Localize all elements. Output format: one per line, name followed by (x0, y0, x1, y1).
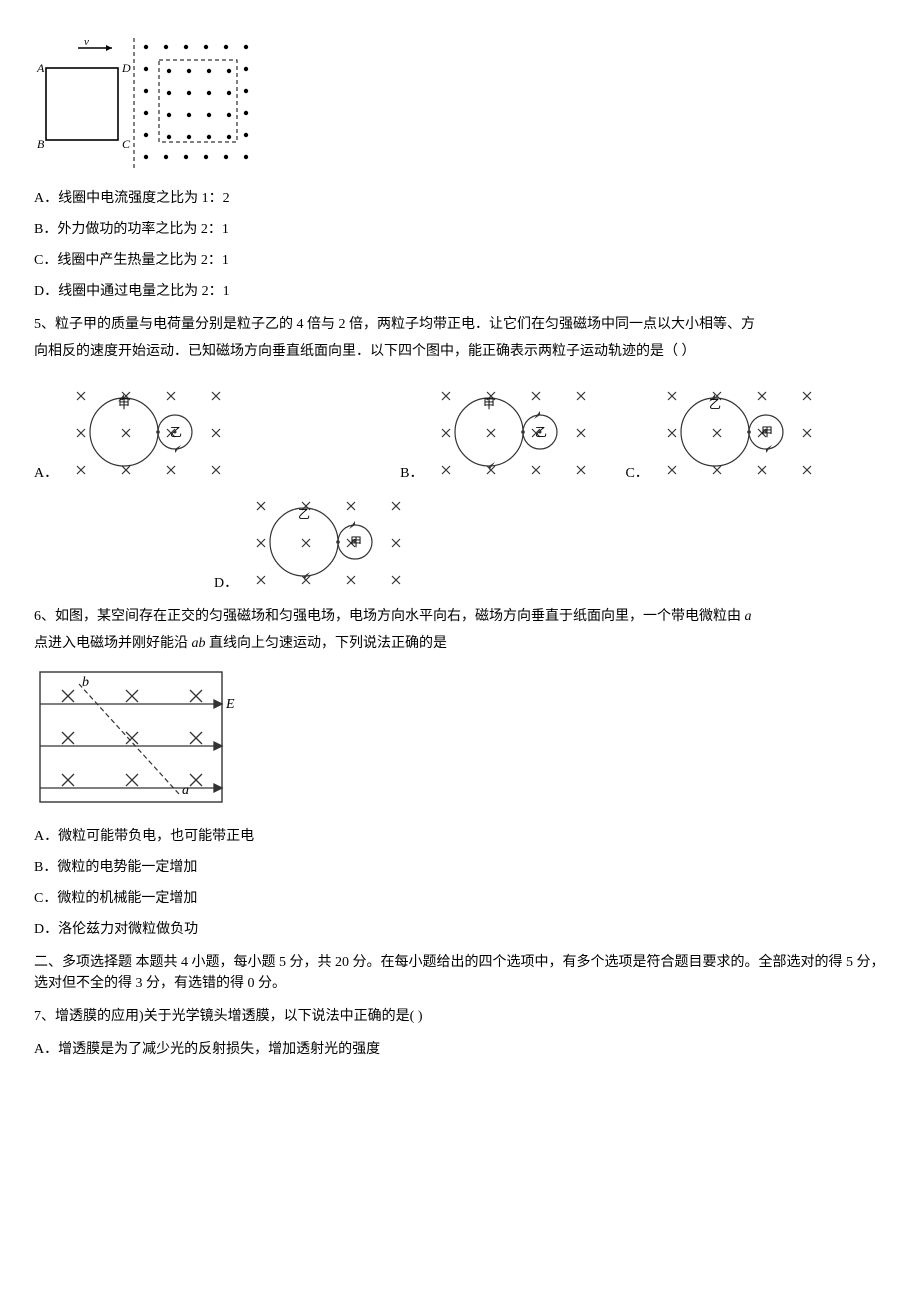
q5-fig-C: 乙 甲 (653, 374, 833, 484)
q7-option-A: A．增透膜是为了减少光的反射损失，增加透射光的强度 (34, 1039, 886, 1060)
q6-option-B: B．微粒的电势能一定增加 (34, 857, 886, 878)
svg-text:乙: 乙 (298, 507, 310, 521)
svg-text:乙: 乙 (709, 397, 721, 411)
q5-stem-line2: 向相反的速度开始运动．已知磁场方向垂直纸面向里．以下四个图中，能正确表示两粒子运… (34, 341, 886, 362)
q5-opt-B-label: B． (400, 463, 423, 484)
q5-options-row1: A． 甲 乙 B． (34, 374, 886, 484)
svg-text:v: v (84, 38, 89, 48)
svg-text:E: E (225, 697, 235, 712)
q5-options-row2: D． 乙 甲 (214, 484, 886, 594)
q6-stem: 6、如图，某空间存在正交的匀强磁场和匀强电场，电场方向水平向右，磁场方向垂直于纸… (34, 606, 886, 627)
q6-stem-part2: 点进入电磁场并刚好能沿 (34, 636, 192, 651)
q6-var-a: a (745, 609, 752, 624)
q4-option-B: B．外力做功的功率之比为 2：1 (34, 219, 886, 240)
q5-opt-D-label: D． (214, 573, 238, 594)
q5-stem-line1: 5、粒子甲的质量与电荷量分别是粒子乙的 4 倍与 2 倍，两粒子均带正电．让它们… (34, 314, 886, 335)
q6-option-A: A．微粒可能带负电，也可能带正电 (34, 826, 886, 847)
svg-text:C: C (122, 137, 131, 151)
svg-text:A: A (36, 61, 45, 75)
q6-var-ab: ab (192, 636, 206, 651)
q4-option-D: D．线圈中通过电量之比为 2：1 (34, 281, 886, 302)
q6-stem-part3: 直线向上匀速运动，下列说法正确的是 (206, 636, 448, 651)
q5-fig-B: 甲 乙 (427, 374, 607, 484)
svg-text:甲: 甲 (483, 397, 495, 411)
q4-option-A: A．线圈中电流强度之比为 1：2 (34, 188, 886, 209)
q5-fig-D: 乙 甲 (242, 484, 422, 594)
q5-opt-C-label: C． (625, 463, 648, 484)
q4-option-C: C．线圈中产生热量之比为 2：1 (34, 250, 886, 271)
q6-figure: E a b (34, 666, 886, 816)
section2-header: 二、多项选择题 本题共 4 小题，每小题 5 分，共 20 分。在每小题给出的四… (34, 952, 886, 994)
q7-stem: 7、增透膜的应用)关于光学镜头增透膜，以下说法中正确的是( ) (34, 1006, 886, 1027)
svg-text:D: D (121, 61, 131, 75)
q4-figure: A D B C v (34, 38, 886, 178)
svg-text:b: b (82, 675, 89, 690)
svg-text:甲: 甲 (118, 397, 130, 411)
q5-fig-A: 甲 乙 (62, 374, 242, 484)
q5-opt-A-label: A． (34, 463, 58, 484)
q6-option-C: C．微粒的机械能一定增加 (34, 888, 886, 909)
q6-stem-part1: 6、如图，某空间存在正交的匀强磁场和匀强电场，电场方向水平向右，磁场方向垂直于纸… (34, 609, 745, 624)
svg-text:B: B (37, 137, 45, 151)
q6-option-D: D．洛伦兹力对微粒做负功 (34, 919, 886, 940)
svg-text:a: a (182, 783, 189, 798)
q6-stem2: 点进入电磁场并刚好能沿 ab 直线向上匀速运动，下列说法正确的是 (34, 633, 886, 654)
